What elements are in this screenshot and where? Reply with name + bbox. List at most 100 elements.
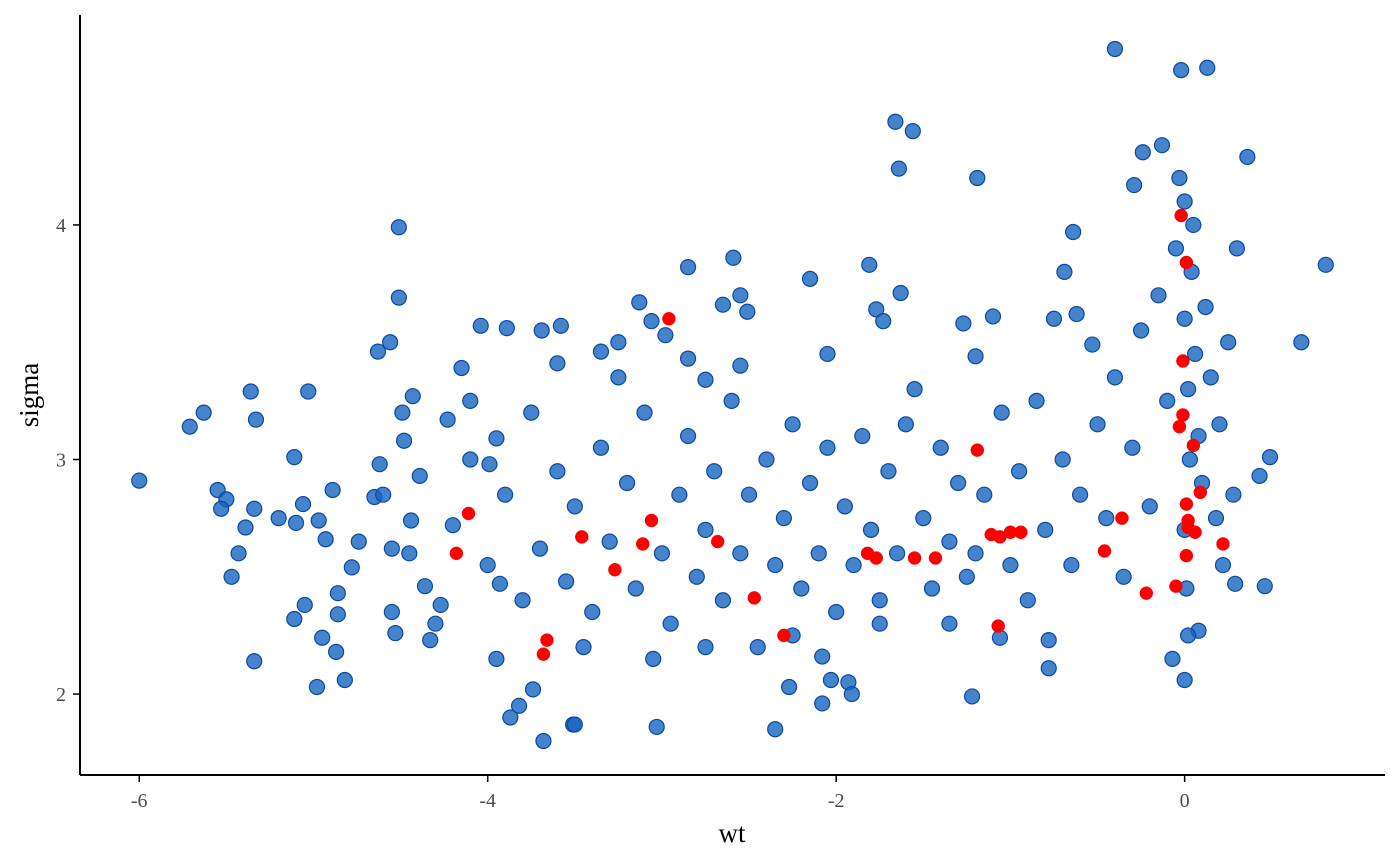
- point: [1169, 579, 1183, 593]
- point: [648, 718, 665, 736]
- point: [328, 643, 345, 660]
- point: [671, 486, 688, 503]
- point: [710, 534, 725, 549]
- point: [941, 615, 958, 632]
- point: [402, 512, 420, 529]
- point: [868, 301, 885, 318]
- point: [653, 545, 671, 562]
- point: [1197, 298, 1214, 316]
- point: [1179, 255, 1194, 270]
- point: [1141, 498, 1158, 515]
- point: [814, 695, 831, 712]
- point: [1019, 592, 1036, 609]
- point: [584, 603, 601, 621]
- point: [923, 580, 941, 597]
- point: [247, 411, 265, 428]
- point: [242, 383, 259, 400]
- point: [1056, 263, 1073, 280]
- point: [422, 632, 439, 649]
- point: [645, 650, 662, 667]
- point: [1186, 438, 1201, 453]
- point: [472, 317, 489, 334]
- point: [631, 294, 648, 311]
- x-axis-title: wt: [719, 818, 746, 848]
- point: [732, 287, 749, 304]
- point: [1159, 392, 1176, 409]
- point: [1171, 169, 1188, 187]
- point: [941, 533, 958, 550]
- point: [479, 556, 496, 574]
- point: [387, 624, 404, 642]
- point: [308, 678, 326, 696]
- point: [739, 303, 756, 320]
- point: [390, 219, 407, 236]
- point: [861, 256, 878, 273]
- point: [1071, 486, 1089, 503]
- point: [1176, 193, 1193, 210]
- point: [871, 615, 888, 632]
- point: [287, 514, 305, 531]
- point: [801, 474, 819, 492]
- point: [950, 474, 967, 492]
- point: [1214, 556, 1232, 574]
- point: [1139, 586, 1154, 600]
- point: [679, 427, 697, 445]
- y-tick-label: 2: [56, 684, 66, 706]
- point: [1256, 578, 1273, 595]
- point: [843, 685, 860, 703]
- point: [732, 545, 749, 562]
- point: [1176, 671, 1193, 689]
- point: [270, 510, 287, 527]
- point: [1040, 660, 1057, 677]
- point: [350, 533, 367, 550]
- point: [892, 284, 909, 302]
- point: [1179, 548, 1194, 563]
- point: [531, 540, 549, 557]
- point: [1211, 416, 1228, 433]
- x-tick-label: -2: [828, 790, 845, 812]
- point: [558, 573, 575, 590]
- point: [819, 439, 836, 456]
- point: [1186, 345, 1204, 363]
- point: [453, 359, 470, 377]
- point: [828, 603, 845, 621]
- point: [679, 259, 697, 276]
- point: [223, 568, 240, 585]
- point: [897, 416, 914, 433]
- point: [462, 392, 479, 409]
- point: [967, 348, 984, 365]
- point: [416, 578, 434, 595]
- point: [1132, 322, 1150, 339]
- point: [383, 540, 400, 557]
- point: [1115, 568, 1132, 585]
- point: [462, 451, 479, 468]
- point: [955, 315, 972, 332]
- point: [237, 519, 254, 536]
- point: [213, 500, 230, 517]
- point: [679, 350, 697, 367]
- point: [1261, 449, 1279, 466]
- x-tick-label: 0: [1180, 790, 1190, 812]
- point: [371, 456, 388, 473]
- point: [1172, 419, 1187, 434]
- point: [566, 716, 583, 733]
- point: [488, 650, 505, 667]
- point: [294, 495, 312, 513]
- point: [1089, 416, 1106, 433]
- point: [1126, 176, 1143, 194]
- point: [1097, 544, 1112, 558]
- point: [549, 463, 566, 480]
- point: [869, 551, 883, 565]
- y-tick-label: 3: [56, 450, 66, 472]
- point: [1207, 510, 1225, 527]
- point: [1179, 497, 1194, 511]
- point: [1098, 510, 1115, 527]
- point: [329, 585, 346, 602]
- point: [395, 432, 413, 449]
- point: [993, 404, 1010, 421]
- point: [793, 580, 810, 597]
- point: [749, 639, 766, 656]
- point: [810, 545, 827, 562]
- point: [662, 615, 679, 632]
- point: [310, 512, 327, 529]
